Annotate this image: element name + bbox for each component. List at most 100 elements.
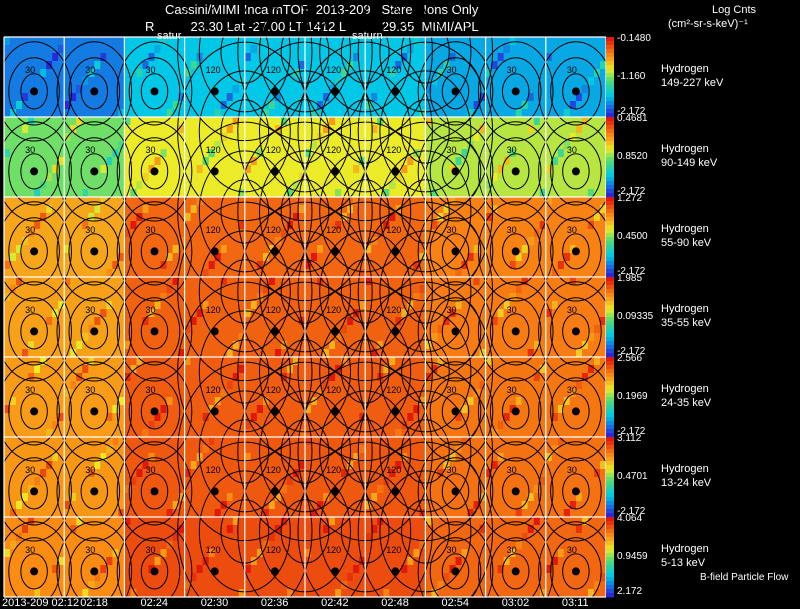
image-cell: [184, 117, 245, 197]
contour-line: [477, 121, 554, 222]
contour-label: 120: [326, 225, 341, 235]
contour-label: 120: [326, 545, 341, 555]
contour-line: [8, 457, 60, 526]
contour-line: [80, 153, 109, 190]
contour-label: 120: [386, 305, 401, 315]
colorbar-mid-tick: 0.1969: [617, 391, 648, 402]
contour-line: [80, 473, 109, 510]
contour-line: [8, 137, 60, 206]
row-energy-label: 5-13 keV: [661, 557, 706, 569]
contour-line: [140, 473, 169, 510]
contour-line: [501, 473, 530, 510]
contour-label: 120: [266, 465, 281, 475]
colorbar-max-tick: 0.4681: [617, 113, 648, 124]
colorbar-max-tick: 2.566: [617, 353, 643, 364]
colorbar: [606, 37, 614, 118]
contour-line: [20, 553, 48, 590]
colorbar-units: (cm²-sr-s-keV)⁻¹: [668, 18, 748, 30]
row-energy-label: 13-24 keV: [661, 477, 712, 489]
contour-line: [56, 361, 133, 462]
image-cell: [184, 437, 245, 517]
contour-line: [489, 457, 542, 526]
contour-line: [20, 393, 48, 430]
contour-line: [56, 41, 133, 142]
contour-label: 120: [266, 305, 281, 315]
contour-line: [68, 537, 121, 606]
contour-line: [128, 217, 181, 286]
contour-line: [550, 377, 602, 446]
image-cell: [485, 197, 546, 277]
contour-line: [562, 473, 590, 510]
image-cell: [124, 357, 185, 437]
contour-label: 30: [145, 385, 155, 395]
contour-line: [140, 553, 169, 590]
contour-label: 120: [206, 545, 221, 555]
contour-label: 120: [326, 465, 341, 475]
contour-line: [501, 73, 530, 110]
colorbar-max-tick: 4.064: [617, 513, 643, 524]
contour-line: [0, 441, 72, 542]
contour-line: [417, 281, 494, 382]
contour-line: [501, 393, 530, 430]
contour-line: [56, 201, 133, 302]
colorbar-min-tick: -2.172: [617, 426, 646, 437]
image-cell: [485, 517, 546, 597]
contour-line: [68, 457, 121, 526]
image-cell: [485, 37, 546, 117]
image-cell: [4, 517, 65, 597]
contour-line: [477, 281, 554, 382]
image-cell: [64, 437, 125, 517]
contour-line: [550, 57, 602, 126]
contour-label: 120: [386, 465, 401, 475]
contour-label: 30: [25, 465, 35, 475]
contour-label: 120: [386, 145, 401, 155]
colorbar-mid-tick: 0.09335: [617, 311, 654, 322]
image-cell: [124, 197, 185, 277]
contour-line: [68, 217, 121, 286]
contour-label: 120: [206, 225, 221, 235]
contour-line: [116, 41, 193, 142]
contour-line: [429, 137, 482, 206]
contour-line: [501, 153, 530, 190]
contour-label: 30: [446, 545, 456, 555]
contour-line: [140, 313, 169, 350]
contour-line: [80, 73, 109, 110]
image-cell: [4, 357, 65, 437]
contour-label: 120: [386, 225, 401, 235]
contour-label: 120: [386, 545, 401, 555]
contour-line: [20, 473, 48, 510]
contour-label: 120: [206, 145, 221, 155]
contour-line: [20, 153, 48, 190]
contour-line: [116, 201, 193, 302]
contour-line: [80, 233, 109, 270]
contour-line: [562, 393, 590, 430]
contour-line: [562, 153, 590, 190]
contour-line: [550, 217, 602, 286]
contour-line: [417, 41, 494, 142]
image-cell: [305, 437, 366, 517]
contour-line: [562, 553, 590, 590]
contour-label: 120: [266, 65, 281, 75]
contour-line: [429, 457, 482, 526]
colorbar-min-tick: 2.172: [617, 586, 643, 597]
time-tick-label: 02:54: [441, 597, 470, 609]
image-cell: [485, 357, 546, 437]
contour-label: 30: [85, 225, 95, 235]
image-cell: [244, 197, 305, 277]
contour-line: [56, 281, 133, 382]
contour-line: [550, 297, 602, 366]
contour-line: [128, 377, 181, 446]
image-cell: [64, 197, 125, 277]
contour-line: [429, 297, 482, 366]
colorbar-max-tick: -0.1480: [617, 33, 651, 44]
image-cell: [64, 517, 125, 597]
contour-label: 120: [266, 145, 281, 155]
colorbar: [606, 197, 614, 278]
contour-label: 30: [567, 465, 577, 475]
contour-line: [477, 201, 554, 302]
contour-label: 120: [386, 385, 401, 395]
image-cell: [545, 277, 606, 357]
contour-line: [489, 537, 542, 606]
contour-label: 120: [386, 65, 401, 75]
image-cell: [545, 437, 606, 517]
